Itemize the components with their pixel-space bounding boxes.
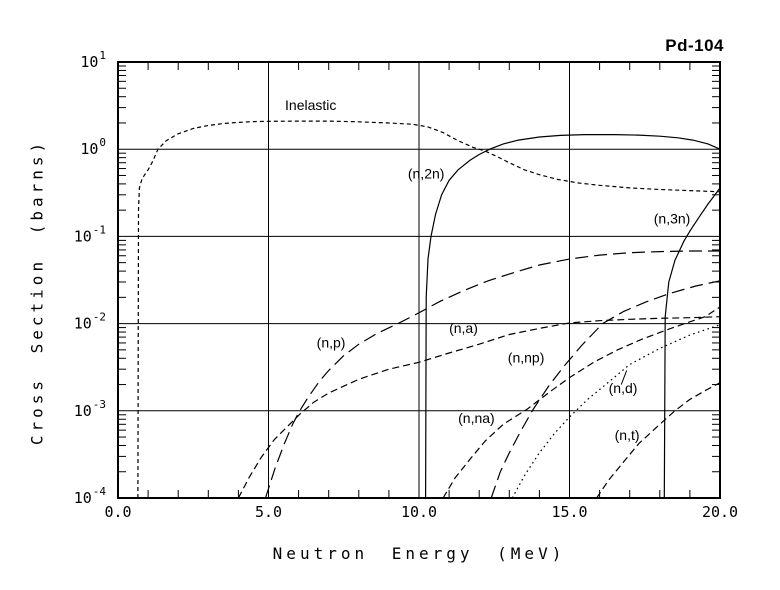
x-tick-label: 5.0 <box>255 503 282 521</box>
curve-label: (n,3n) <box>654 211 691 227</box>
series-n-3n <box>663 187 721 499</box>
curve-label: (n,d) <box>609 380 638 396</box>
x-axis-title: Neutron Energy (MeV) <box>272 544 566 563</box>
series-inelastic <box>137 120 721 499</box>
y-tick-label: 100 <box>80 136 106 158</box>
x-tick-label: 20.0 <box>702 503 738 521</box>
y-axis-title: Cross Section (barns) <box>27 138 47 446</box>
y-tick-label: 10-3 <box>74 398 106 420</box>
series-n-2n <box>425 134 721 499</box>
y-tick-label: 10-4 <box>74 485 107 507</box>
curve-labels: Inelastic (n,2n) (n,3n) (n,p) (n,a) (n,np) (n,… <box>285 97 690 443</box>
series-n-a <box>237 316 721 499</box>
plot-border <box>117 61 721 499</box>
tick-labels: 0.0 5.0 10.0 15.0 20.0 101 100 10-1 10-2 10-3 10-4 <box>74 49 738 521</box>
x-tick-label: 0.0 <box>104 503 131 521</box>
y-tick-label: 101 <box>80 49 106 71</box>
series-n-t <box>596 382 721 499</box>
curve-label: (n,2n) <box>408 166 445 182</box>
curve-label: (n,na) <box>458 410 495 426</box>
series-n-np <box>490 280 721 499</box>
series-n-na <box>442 306 721 499</box>
curve-label: (n,t) <box>615 427 640 443</box>
curve-label: (n,a) <box>449 320 478 336</box>
series-n-p <box>264 250 720 499</box>
chart-title: Pd-104 <box>665 36 724 55</box>
y-tick-label: 10-1 <box>74 223 106 245</box>
curve-label: Inelastic <box>285 97 336 113</box>
minor-ticks <box>118 62 720 498</box>
curve-label: (n,np) <box>508 349 545 365</box>
x-tick-label: 15.0 <box>551 503 587 521</box>
y-tick-label: 10-2 <box>74 311 106 333</box>
x-tick-label: 10.0 <box>401 503 437 521</box>
curve-label: (n,p) <box>317 335 346 351</box>
